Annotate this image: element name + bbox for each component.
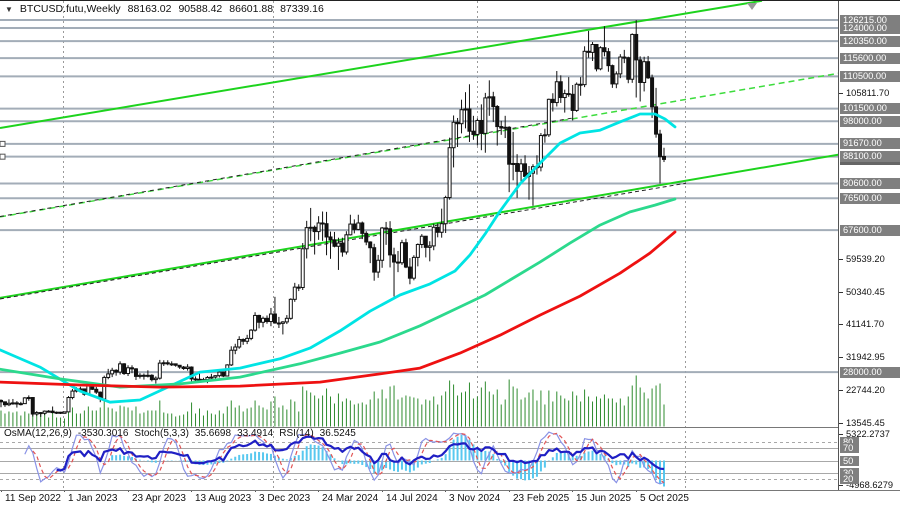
stoch-label: Stoch(5,3,3) [134,428,189,439]
price-axis-tick: 22744.20 [839,385,885,396]
price-level-label: 115600.00 [840,52,900,64]
price-level-label: 110500.00 [840,70,900,82]
price-axis-tick: 31942.95 [839,352,885,363]
date-axis-label: 24 Mar 2024 [322,493,379,504]
price-level-label: 67600.00 [840,224,900,236]
date-axis-label: 23 Apr 2023 [132,493,186,504]
trendline-support-dashed-dark[interactable] [0,182,687,300]
price-level-lines[interactable] [0,19,838,374]
price-axis[interactable]: 105811.70 59539.20 50340.45 41141.70 31942.9… [838,1,900,490]
candles-layer [0,20,666,417]
price-axis-tick: 50340.45 [839,286,885,297]
ma-slow[interactable] [0,230,677,389]
price-level-label: 80600.00 [840,178,900,190]
date-axis-label: 11 Sep 2022 [5,493,61,504]
date-axis-label: 1 Jan 2023 [68,493,118,504]
date-axis-label: 14 Jul 2024 [386,493,438,504]
chart-shift-marker-icon[interactable] [747,3,757,10]
bar-high-value: 90588.42 [178,3,223,15]
date-axis-label: 13 Aug 2023 [195,493,252,504]
stoch-d-value: 33.4914 [237,428,274,439]
price-level-label: 120350.00 [840,35,900,47]
osma-label: OsMA(12,26,9) [4,428,72,439]
price-level-label: 98000.00 [840,115,900,127]
osma-scale-min: -4968.6279 [838,479,894,490]
osma-scale-max: 5322.2737 [839,428,890,439]
osma-histogram [111,434,665,487]
price-axis-tick: 105811.70 [838,87,890,98]
price-level-label: 124000.00 [840,22,900,34]
chart-symbol-period: BTCUSD.futu,Weekly [19,3,121,15]
price-level-label: 88100.00 [840,151,900,163]
bar-low-value: 86601.88 [229,3,274,15]
ma-mid[interactable] [0,197,677,389]
level-line-handles[interactable] [0,140,6,160]
date-axis-label: 3 Dec 2023 [259,493,311,504]
indicator-level-label: 30 [840,468,859,478]
date-axis-label: 15 Jun 2025 [576,493,632,504]
price-level-label: 126215.00 [840,14,900,26]
indicator-level-label: 20 [840,474,859,484]
bar-open-value: 88163.02 [127,3,172,15]
price-level-label: 28000.00 [840,366,900,378]
indicator-pane [0,431,838,487]
stoch-k-value: 35.6698 [194,428,232,439]
main-pane [0,1,900,427]
price-level-label: 101500.00 [840,103,900,115]
trendline-channel-upper[interactable] [0,1,763,129]
date-axis[interactable]: 11 Sep 2022 1 Jan 2023 23 Apr 2023 13 Aug 2… [0,492,838,508]
date-axis-label: 3 Nov 2024 [449,493,501,504]
bar-close-value: 87339.16 [280,3,324,15]
price-level-label: 91670.00 [840,138,900,150]
indicator-label-row: OsMA(12,26,9) -3530.3016 Stoch(5,3,3) 35… [4,428,356,439]
volume-bars [0,375,665,427]
ma-fast[interactable] [0,112,677,404]
date-axis-label: 5 Oct 2025 [640,493,689,504]
indicator-level-label: 80 [840,437,859,447]
stoch-d-line [32,432,665,484]
indicator-level-label: 70 [840,443,859,453]
trendline-channel-lower[interactable] [0,144,900,299]
rsi-line [56,435,665,472]
price-level-label: 76500.00 [840,192,900,204]
rsi-label: RSI(14) [279,428,314,439]
price-axis-tick: 59539.20 [839,253,885,264]
price-axis-tick: 41141.70 [838,319,885,330]
price-axis-tick: 13545.45 [839,418,885,429]
stoch-k-line [24,431,665,485]
chart-title-row: ▼ BTCUSD.futu,Weekly 88163.02 90588.42 8… [5,3,324,15]
osma-value: -3530.3016 [77,428,129,439]
rsi-value: 36.5245 [319,428,356,439]
trendline-mid-dashed-dark[interactable] [0,117,576,218]
indicator-level-label: 50 [840,456,859,466]
date-axis-label: 23 Feb 2025 [513,493,570,504]
symbol-dropdown-icon[interactable]: ▼ [5,5,13,14]
